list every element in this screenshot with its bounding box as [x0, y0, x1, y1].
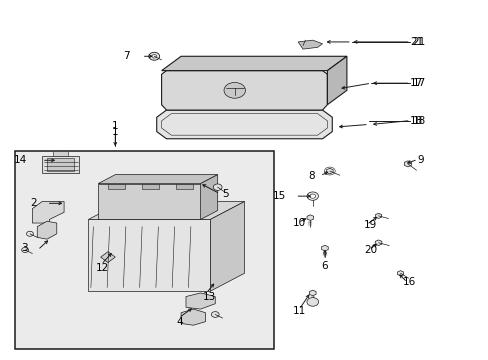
Text: 15: 15: [272, 191, 285, 201]
Polygon shape: [98, 175, 217, 184]
Polygon shape: [298, 40, 322, 49]
Bar: [108, 184, 125, 189]
Polygon shape: [210, 202, 244, 291]
Text: 13: 13: [203, 292, 216, 302]
Text: 17: 17: [412, 78, 425, 88]
Polygon shape: [404, 161, 410, 167]
Polygon shape: [309, 290, 315, 296]
Polygon shape: [397, 271, 403, 276]
Polygon shape: [32, 202, 64, 223]
Polygon shape: [375, 213, 381, 219]
Text: 1: 1: [112, 127, 119, 136]
Polygon shape: [161, 71, 327, 110]
Polygon shape: [101, 252, 115, 262]
Polygon shape: [306, 215, 313, 220]
Text: 6: 6: [321, 261, 327, 271]
Bar: [176, 184, 193, 189]
Polygon shape: [185, 293, 215, 309]
Circle shape: [213, 184, 222, 190]
Polygon shape: [181, 309, 205, 325]
Text: 3: 3: [21, 243, 27, 253]
Text: 8: 8: [308, 171, 315, 181]
Polygon shape: [374, 240, 381, 246]
Circle shape: [309, 194, 315, 198]
Bar: [15, 151, 273, 348]
Text: 20: 20: [363, 245, 376, 255]
Polygon shape: [88, 202, 244, 220]
Text: 14: 14: [14, 155, 27, 165]
Text: 21: 21: [409, 37, 423, 47]
Bar: [42, 156, 79, 173]
Text: 11: 11: [293, 306, 306, 316]
Text: 1: 1: [112, 121, 119, 131]
Circle shape: [21, 247, 28, 252]
Text: 18: 18: [409, 116, 423, 126]
Text: 16: 16: [402, 277, 415, 287]
Circle shape: [306, 192, 318, 200]
Circle shape: [149, 52, 159, 60]
Polygon shape: [326, 168, 332, 174]
Polygon shape: [161, 56, 346, 71]
Text: 7: 7: [123, 51, 130, 61]
Bar: [53, 151, 68, 156]
Circle shape: [211, 312, 219, 318]
Polygon shape: [327, 56, 346, 105]
Circle shape: [26, 231, 33, 236]
Bar: [88, 220, 210, 291]
Text: 17: 17: [409, 78, 423, 88]
Text: 18: 18: [412, 116, 425, 126]
Text: 19: 19: [363, 220, 376, 230]
Polygon shape: [37, 221, 57, 239]
Text: 9: 9: [417, 155, 424, 165]
Text: 10: 10: [293, 218, 306, 228]
Text: 12: 12: [96, 263, 109, 273]
Polygon shape: [157, 110, 331, 139]
Text: 5: 5: [222, 189, 229, 199]
Bar: [142, 184, 159, 189]
Circle shape: [306, 298, 318, 306]
Bar: [98, 184, 200, 220]
Text: 21: 21: [412, 37, 425, 47]
Circle shape: [224, 82, 245, 98]
Polygon shape: [200, 175, 217, 220]
Text: 2: 2: [31, 198, 37, 208]
Bar: [47, 158, 74, 171]
Polygon shape: [321, 245, 327, 251]
Text: 4: 4: [176, 317, 183, 327]
